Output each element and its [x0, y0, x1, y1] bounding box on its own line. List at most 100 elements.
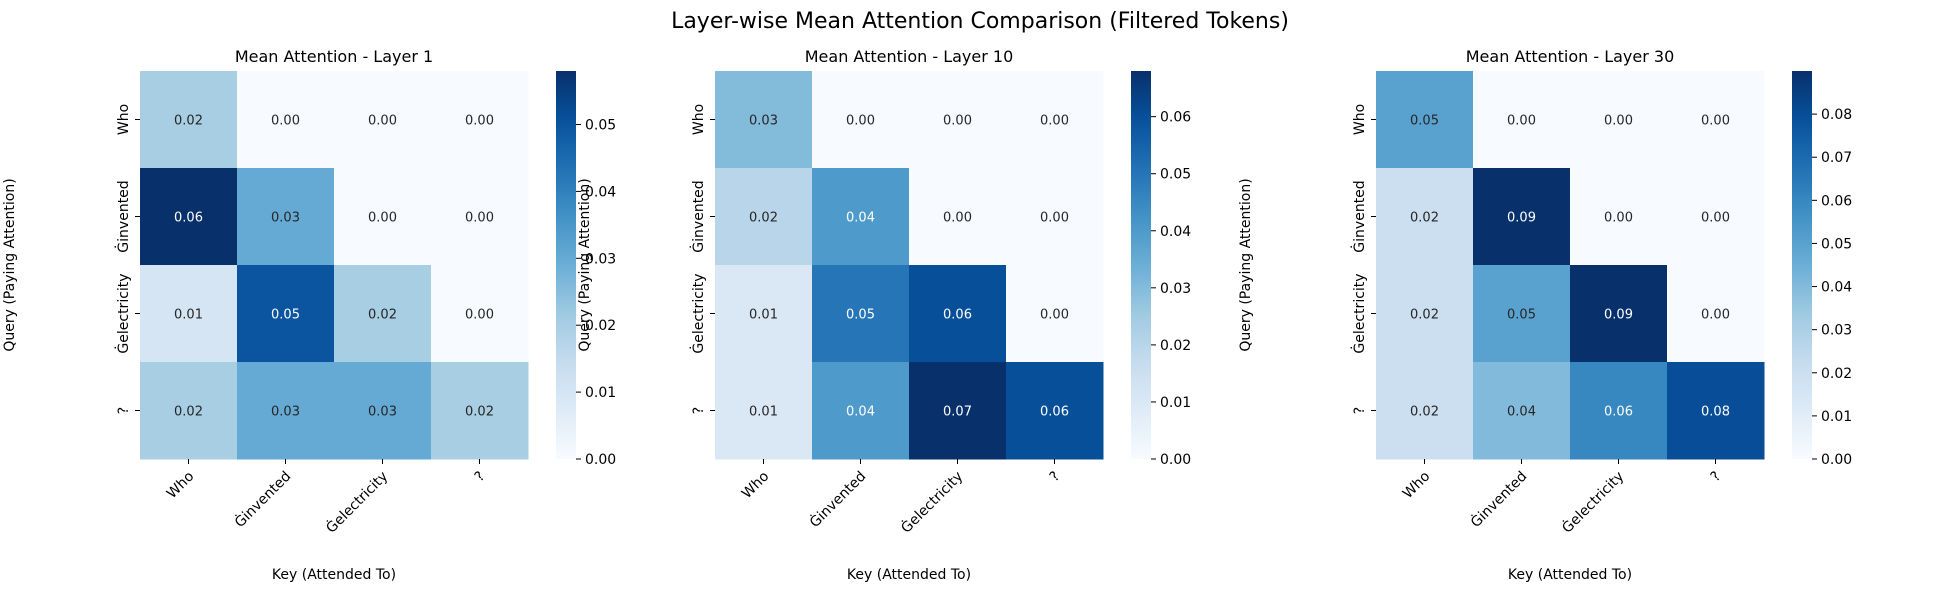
x-tick-label: Who — [1400, 469, 1433, 502]
cell-value-label: 0.00 — [368, 211, 397, 226]
heatmap-cell — [812, 71, 910, 169]
heatmap-cell — [715, 362, 813, 460]
heatmap-cell — [1376, 168, 1474, 266]
cell-value-label: 0.06 — [1604, 405, 1633, 420]
cell-value-label: 0.00 — [465, 114, 494, 129]
y-tick-label: ? — [116, 407, 132, 414]
y-tick-label: Ġelectricity — [689, 273, 707, 353]
cell-value-label: 0.06 — [174, 211, 203, 226]
heatmap-cell — [140, 168, 238, 266]
cell-value-label: 0.09 — [1604, 308, 1633, 323]
y-tick-label: Ġelectricity — [1350, 273, 1368, 353]
heatmap-cell — [715, 265, 813, 363]
heatmap-cell — [1473, 71, 1571, 169]
heatmap-cell — [812, 168, 910, 266]
heatmap-cell — [1473, 362, 1571, 460]
colorbar-tick-label: 0.03 — [585, 251, 616, 267]
x-axis-label: Key (Attended To) — [847, 567, 971, 583]
cell-value-label: 0.04 — [846, 211, 875, 226]
heatmap-cell — [1667, 265, 1765, 363]
heatmap-cell — [1006, 168, 1104, 266]
cell-value-label: 0.09 — [1507, 211, 1536, 226]
colorbar-tick-label: 0.00 — [1821, 452, 1852, 468]
colorbar-tick-label: 0.05 — [1821, 236, 1852, 252]
heatmap-cell — [334, 362, 432, 460]
cell-value-label: 0.02 — [465, 405, 494, 420]
cell-value-label: 0.08 — [1701, 405, 1730, 420]
cell-value-label: 0.00 — [1604, 211, 1633, 226]
heatmap-cell — [1376, 71, 1474, 169]
cell-value-label: 0.02 — [1410, 308, 1439, 323]
colorbar-tick-label: 0.04 — [1821, 280, 1852, 296]
colorbar-tick-label: 0.04 — [1160, 224, 1191, 240]
cell-value-label: 0.04 — [1507, 405, 1536, 420]
heatmap-cell — [431, 71, 529, 169]
x-axis-label: Key (Attended To) — [1508, 567, 1632, 583]
x-tick-label: Who — [739, 469, 772, 502]
colorbar-tick-label: 0.01 — [1821, 409, 1852, 425]
colorbar — [556, 71, 576, 459]
colorbar-tick-label: 0.02 — [585, 318, 616, 334]
cell-value-label: 0.06 — [943, 308, 972, 323]
cell-value-label: 0.00 — [1040, 211, 1069, 226]
cell-value-label: 0.02 — [749, 211, 778, 226]
cell-value-label: 0.00 — [1701, 211, 1730, 226]
colorbar — [1131, 71, 1151, 459]
heatmap-panels: Mean Attention - Layer 1 0.02 0.00 0.00 0.00… — [2, 47, 1852, 583]
heatmap-cell — [1570, 71, 1668, 169]
cell-value-label: 0.00 — [846, 114, 875, 129]
colorbar-tick-label: 0.03 — [1821, 323, 1852, 339]
x-tick-label: Ġinvented — [1466, 467, 1530, 531]
heatmap-cell — [1376, 265, 1474, 363]
cell-value-label: 0.01 — [749, 308, 778, 323]
cell-value-label: 0.00 — [1040, 308, 1069, 323]
cell-value-label: 0.05 — [271, 308, 300, 323]
cell-value-label: 0.02 — [174, 405, 203, 420]
heatmap-cell — [1473, 168, 1571, 266]
cell-value-label: 0.00 — [465, 308, 494, 323]
heatmap-cell — [334, 71, 432, 169]
cell-value-label: 0.02 — [174, 114, 203, 129]
heatmap-cell — [1006, 265, 1104, 363]
cell-value-label: 0.02 — [368, 308, 397, 323]
colorbar-tick-label: 0.02 — [1821, 366, 1852, 382]
heatmap-cell — [1006, 71, 1104, 169]
heatmap-cell — [812, 362, 910, 460]
y-tick-label: Ġinvented — [689, 180, 707, 252]
y-tick-label: Ġelectricity — [114, 273, 132, 353]
cell-value-label: 0.05 — [1507, 308, 1536, 323]
colorbar — [1792, 71, 1812, 459]
cell-value-label: 0.02 — [1410, 405, 1439, 420]
colorbar-tick-label: 0.06 — [1160, 110, 1191, 126]
heatmap-cell — [1667, 71, 1765, 169]
cell-value-label: 0.05 — [1410, 114, 1439, 129]
heatmap-cell — [1570, 362, 1668, 460]
heatmap-cell — [431, 265, 529, 363]
cell-value-label: 0.00 — [1507, 114, 1536, 129]
panel-title: Mean Attention - Layer 30 — [1466, 47, 1675, 66]
heatmap-cell — [715, 168, 813, 266]
heatmap-cell — [909, 168, 1007, 266]
x-tick-label: Ġelectricity — [897, 467, 966, 536]
heatmap-cell — [431, 168, 529, 266]
x-axis-label: Key (Attended To) — [272, 567, 396, 583]
y-tick-label: ? — [1352, 407, 1368, 414]
heatmap-cell — [334, 265, 432, 363]
cell-value-label: 0.00 — [368, 114, 397, 129]
cell-value-label: 0.00 — [271, 114, 300, 129]
cell-value-label: 0.01 — [174, 308, 203, 323]
heatmap-cell — [1667, 362, 1765, 460]
heatmap-cell — [1570, 168, 1668, 266]
x-tick-label: ? — [1708, 469, 1725, 486]
figure-title: Layer-wise Mean Attention Comparison (Fi… — [671, 9, 1289, 34]
heatmap-cell — [1473, 265, 1571, 363]
x-tick-label: ? — [1047, 469, 1064, 486]
colorbar-tick-label: 0.07 — [1821, 150, 1852, 166]
cell-value-label: 0.02 — [1410, 211, 1439, 226]
heatmap-cell — [140, 362, 238, 460]
heatmap-panel-1: Mean Attention - Layer 1 0.02 0.00 0.00 0.00… — [2, 47, 616, 583]
colorbar-tick-label: 0.00 — [1160, 452, 1191, 468]
colorbar-tick-label: 0.06 — [1821, 193, 1852, 209]
heatmap-cell — [812, 265, 910, 363]
